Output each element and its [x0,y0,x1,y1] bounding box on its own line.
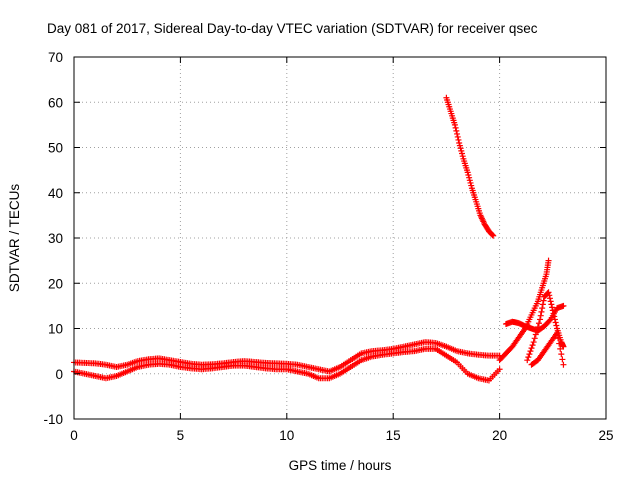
data-point-marker [548,301,555,308]
series-decline-track [443,94,497,239]
x-tick-label: 10 [279,428,294,443]
data-point-marker [464,169,471,176]
data-point-marker [549,304,556,311]
data-point-marker [530,339,537,346]
data-point-marker [526,351,533,358]
data-point-marker [459,153,466,160]
data-point-marker [555,335,562,342]
data-point-marker [459,150,466,157]
data-point-marker [531,335,538,342]
data-point-marker [456,142,463,149]
data-point-marker [560,361,567,368]
y-tick-label: 40 [48,186,63,201]
x-tick-label: 5 [177,428,185,443]
data-point-marker [546,317,553,324]
series-baseline-lower [71,345,503,384]
data-point-marker [553,322,560,329]
data-point-marker [535,320,542,327]
data-point-marker [467,179,474,186]
series-late-track-a [496,257,552,364]
data-point-marker [528,345,535,352]
data-point-marker [539,305,546,312]
data-point-marker [552,319,559,326]
data-point-marker [454,130,461,137]
data-point-marker [537,316,544,323]
data-point-marker [558,351,565,358]
data-point-marker [529,342,536,349]
data-point-marker [539,301,546,308]
data-point-marker [454,133,461,140]
series-baseline-upper [71,339,503,375]
data-point-marker [525,354,532,361]
y-tick-label: 0 [55,367,63,382]
axis-ticks: 0 5 10 15 20 25 -10 0 10 20 30 40 50 60 70 [43,50,613,443]
data-point-marker [456,139,463,146]
data-point-marker [465,172,472,179]
data-point-marker [537,312,544,319]
y-tick-label: 10 [48,322,63,337]
data-point-marker [527,348,534,355]
y-tick-label: -10 [43,412,63,427]
grid-lines [74,57,606,419]
data-point-marker [554,330,561,337]
data-point-marker [452,124,459,131]
data-point-marker [532,331,539,338]
data-point-marker [545,289,552,296]
data-point-marker [468,182,475,189]
y-tick-label: 50 [48,141,63,156]
data-point-marker [557,345,564,352]
data-point-marker [546,295,553,302]
data-point-marker [451,121,458,128]
data-point-marker [546,292,553,299]
data-point-marker [524,357,531,364]
data-point-marker [560,302,567,309]
data-point-marker [466,177,473,184]
y-tick-label: 70 [48,50,63,65]
data-point-marker [550,310,557,317]
data-point-marker [540,297,547,304]
x-tick-label: 20 [492,428,507,443]
data-point-marker [547,298,554,305]
data-point-marker [466,174,473,181]
data-point-marker [551,313,558,320]
data-point-marker [489,231,496,238]
x-tick-label: 25 [598,428,613,443]
y-tick-label: 60 [48,95,63,110]
data-point-marker [559,356,566,363]
data-point-marker [560,343,567,350]
x-tick-label: 0 [70,428,78,443]
data-point-marker [556,340,563,347]
data-point-marker [551,316,558,323]
data-point-marker [496,366,503,373]
data-point-marker [458,147,465,154]
y-axis-label: SDTVAR / TECUs [7,184,22,293]
x-axis-label: GPS time / hours [289,458,392,473]
data-point-marker [490,232,497,239]
data-point-marker [549,307,556,314]
chart-title: Day 081 of 2017, Sidereal Day-to-day VTE… [47,21,538,36]
data-point-marker [538,308,545,315]
data-point-marker [453,127,460,134]
data-point-marker [457,145,464,152]
data-point-marker [534,323,541,330]
series-late-track-d [528,330,567,368]
data-series [71,94,567,384]
data-point-marker [455,136,462,143]
data-point-marker [533,327,540,334]
data-point-marker [545,257,552,264]
y-tick-label: 30 [48,231,63,246]
y-tick-label: 20 [48,276,63,291]
x-tick-label: 15 [386,428,401,443]
